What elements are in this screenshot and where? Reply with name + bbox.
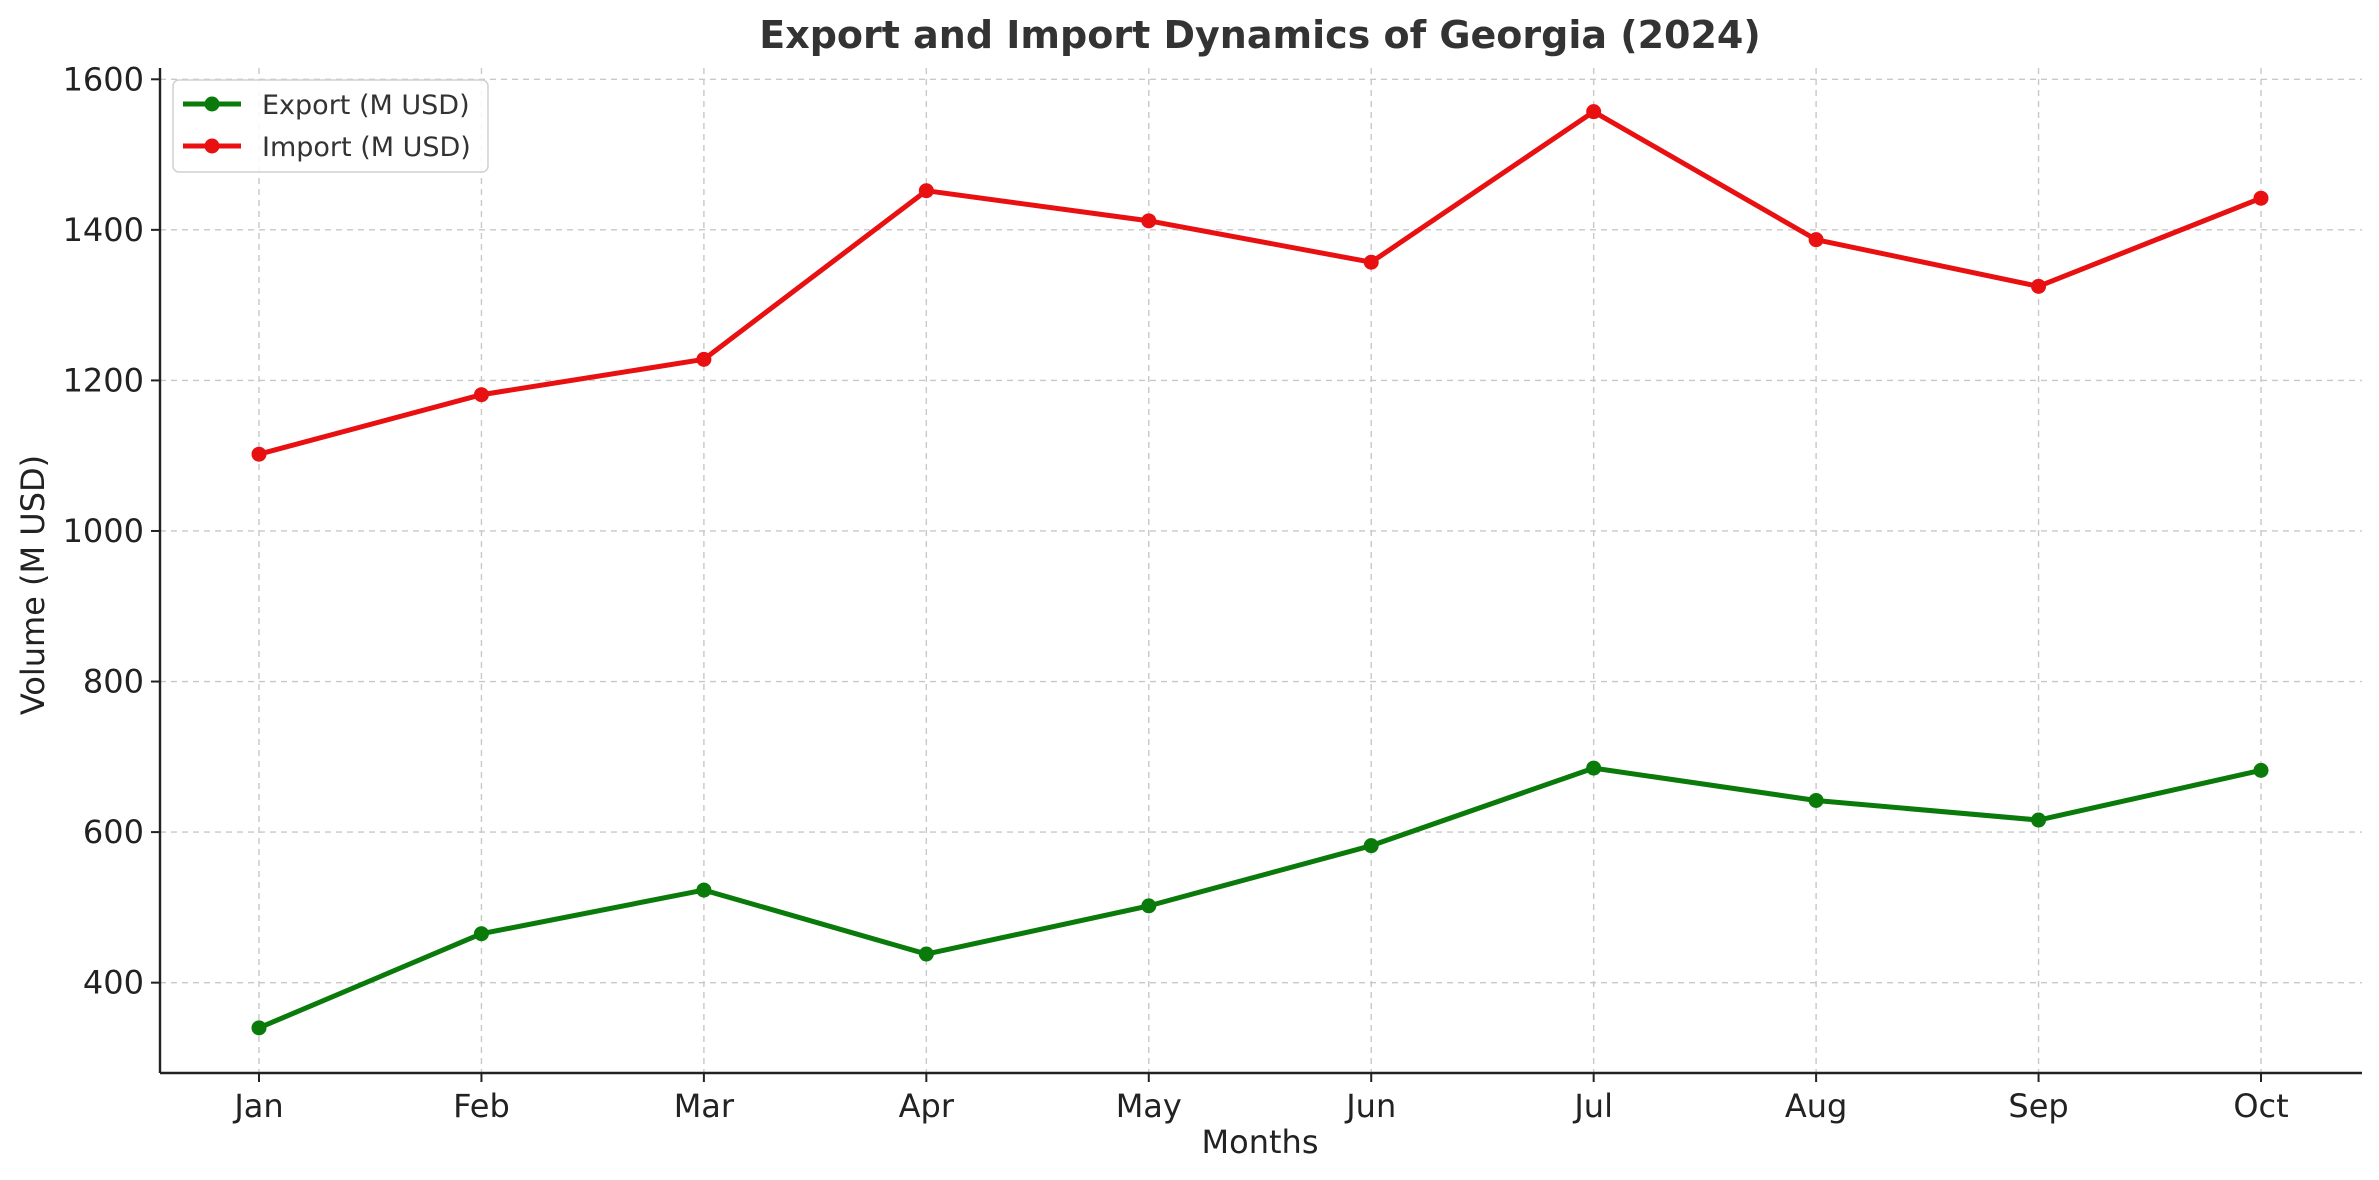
x-tick-label: Apr bbox=[899, 1087, 955, 1125]
grid-lines bbox=[160, 68, 2362, 1073]
y-tick-label: 1400 bbox=[63, 211, 144, 249]
x-axis-ticks: Jan Feb Mar Apr May Jun Jul Aug Sep Oct bbox=[232, 1073, 2289, 1125]
data-point bbox=[2031, 278, 2047, 294]
series-line bbox=[256, 765, 2264, 1031]
legend-label: Import (M USD) bbox=[262, 132, 471, 163]
data-point bbox=[2253, 190, 2269, 206]
data-point bbox=[1808, 232, 1824, 248]
y-tick-label: 1200 bbox=[63, 361, 144, 399]
data-point bbox=[1363, 254, 1379, 270]
y-tick-label: 400 bbox=[83, 964, 144, 1002]
data-point bbox=[2031, 812, 2047, 828]
data-point bbox=[1586, 760, 1602, 776]
series-export bbox=[251, 760, 2269, 1036]
x-tick-label: Jun bbox=[1344, 1087, 1396, 1125]
legend-item: Export (M USD) bbox=[183, 90, 470, 121]
legend-marker bbox=[204, 138, 220, 154]
legend-frame bbox=[172, 79, 489, 173]
data-point bbox=[696, 351, 712, 367]
series-import bbox=[251, 104, 2269, 462]
series-layer bbox=[251, 104, 2269, 1036]
x-tick-label: Aug bbox=[1785, 1087, 1847, 1125]
x-tick-label: Oct bbox=[2233, 1087, 2288, 1125]
x-tick-label: Feb bbox=[453, 1087, 510, 1125]
y-tick-label: 600 bbox=[83, 813, 144, 851]
x-tick-label: Jan bbox=[232, 1087, 283, 1125]
legend-item: Import (M USD) bbox=[183, 132, 471, 163]
data-point bbox=[696, 882, 712, 898]
data-point bbox=[473, 387, 489, 403]
y-tick-label: 1600 bbox=[63, 60, 144, 98]
chart-title: Export and Import Dynamics of Georgia (2… bbox=[759, 13, 1761, 57]
y-tick-label: 1000 bbox=[63, 512, 144, 550]
x-tick-label: Mar bbox=[674, 1087, 735, 1125]
data-point bbox=[1141, 213, 1157, 229]
data-point bbox=[918, 183, 934, 199]
data-point bbox=[1808, 792, 1824, 808]
chart-legend: Export (M USD) Import (M USD) bbox=[172, 79, 489, 173]
x-tick-label: Jul bbox=[1572, 1087, 1613, 1125]
legend-label: Export (M USD) bbox=[262, 90, 470, 121]
x-tick-label: Sep bbox=[2008, 1087, 2068, 1125]
data-point bbox=[473, 926, 489, 942]
x-tick-label: May bbox=[1116, 1087, 1182, 1125]
data-point bbox=[251, 1020, 267, 1036]
data-point bbox=[251, 446, 267, 462]
y-axis-ticks: 400 600 800 1000 1200 1400 1600 bbox=[63, 60, 160, 1002]
y-tick-label: 800 bbox=[83, 663, 144, 701]
data-point bbox=[2253, 762, 2269, 778]
data-point bbox=[918, 946, 934, 962]
series-line bbox=[256, 109, 2264, 457]
legend-marker bbox=[204, 96, 220, 112]
data-point bbox=[1141, 898, 1157, 914]
data-point bbox=[1363, 838, 1379, 854]
data-point bbox=[1586, 104, 1602, 120]
y-axis-label: Volume (M USD) bbox=[14, 455, 52, 715]
x-axis-label: Months bbox=[1202, 1123, 1319, 1161]
